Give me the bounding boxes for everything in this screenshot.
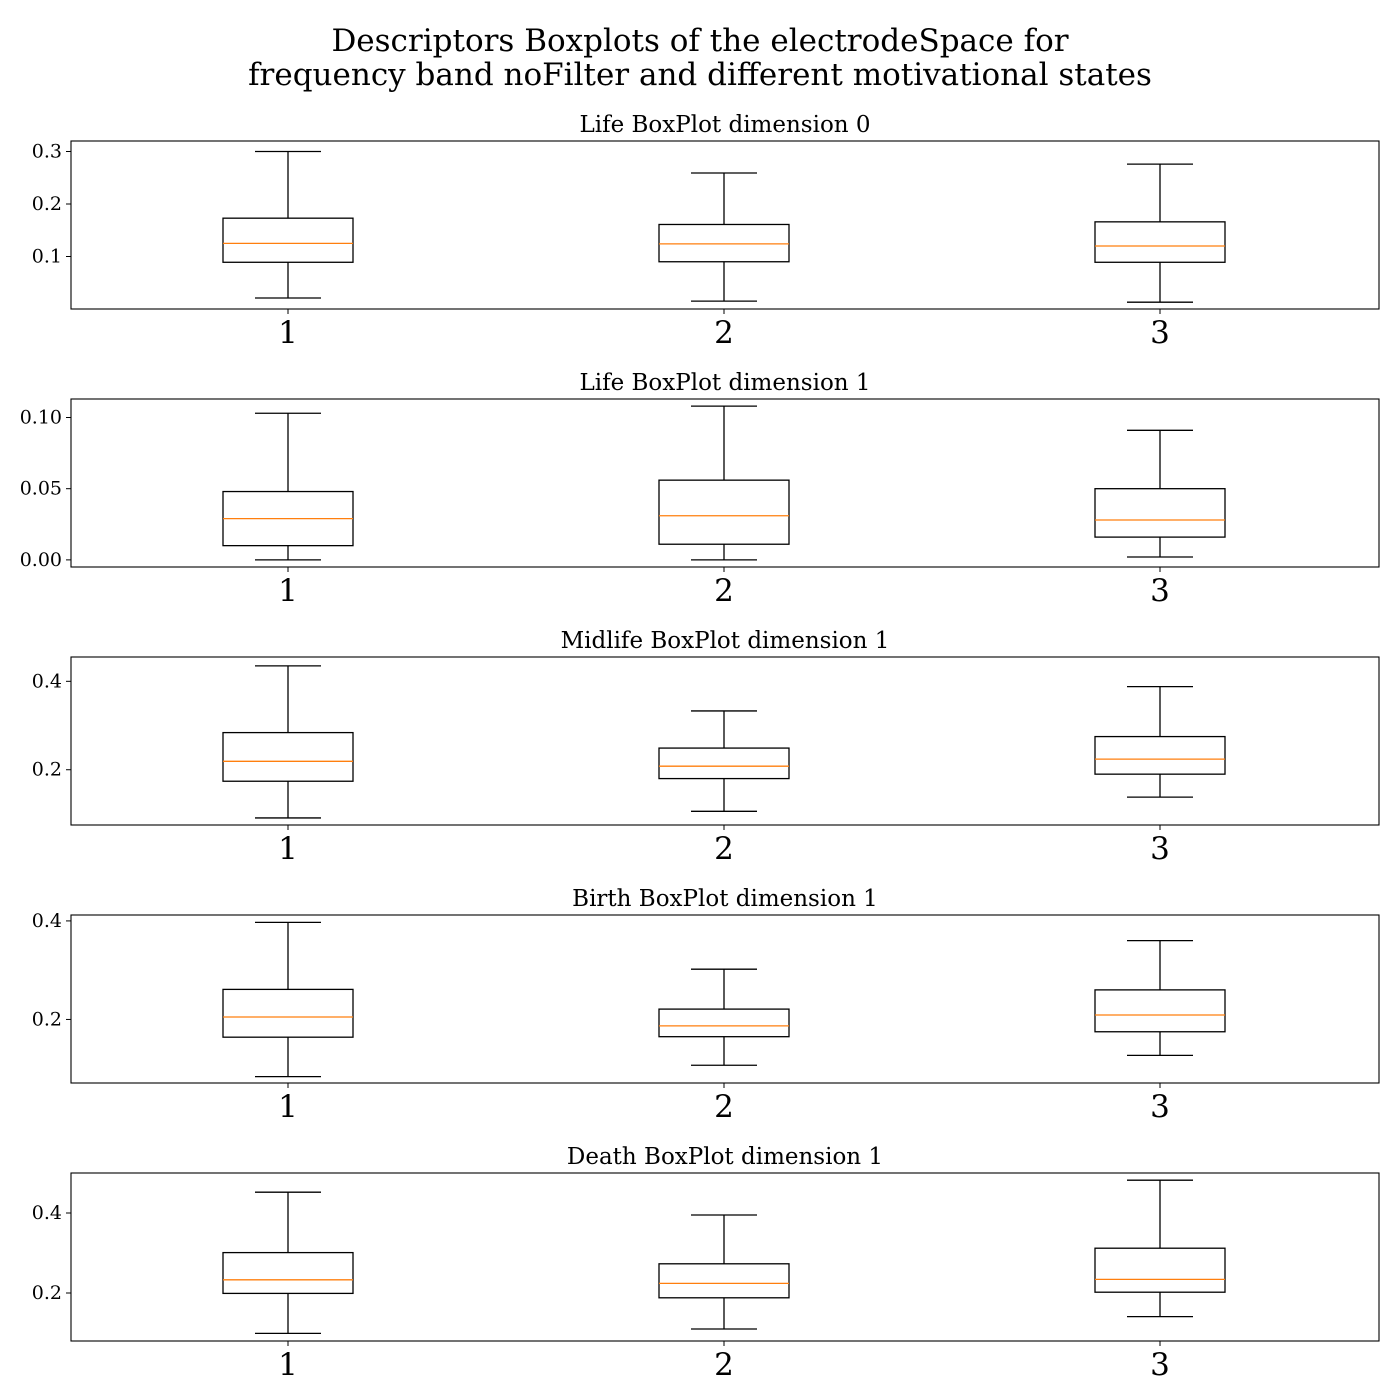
box-category-2 [658, 405, 790, 561]
subplot-title: Life BoxPlot dimension 1 [579, 370, 870, 396]
interquartile-box [1094, 1247, 1226, 1293]
box-category-1 [222, 150, 354, 299]
y-tick-label: 0.4 [32, 670, 62, 692]
interquartile-box [658, 747, 790, 780]
box-category-3 [1094, 163, 1226, 303]
x-tick-label: 2 [714, 315, 734, 351]
y-tick-label: 0.2 [32, 1008, 62, 1030]
box-category-2 [658, 1214, 790, 1330]
subplot-3: Midlife BoxPlot dimension 1 0.2 0.4 1 2 3 [32, 628, 1380, 867]
x-tick-label: 2 [714, 831, 734, 867]
x-tick-label: 1 [278, 1089, 298, 1125]
interquartile-box [658, 1008, 790, 1038]
x-tick-label: 1 [278, 573, 298, 609]
x-tick-label: 3 [1150, 573, 1170, 609]
interquartile-box [1094, 221, 1226, 263]
x-tick-label: 1 [278, 1347, 298, 1383]
y-tick-label: 0.4 [32, 1202, 62, 1224]
x-tick-label: 1 [278, 831, 298, 867]
subplot-4: Birth BoxPlot dimension 1 0.2 0.4 1 2 3 [32, 886, 1380, 1125]
axes-frame [70, 656, 1380, 826]
y-tick-label: 0.2 [32, 193, 62, 215]
y-tick-label: 0.4 [32, 910, 62, 932]
box-category-3 [1094, 685, 1226, 798]
y-tick-label: 0.1 [32, 246, 62, 268]
interquartile-box [222, 1251, 354, 1295]
box-category-3 [1094, 1179, 1226, 1318]
box-category-2 [658, 710, 790, 812]
y-tick-label: 0.00 [20, 549, 62, 571]
y-tick-label: 0.2 [32, 759, 62, 781]
subplot-title: Birth BoxPlot dimension 1 [572, 886, 878, 912]
axes-frame [70, 140, 1380, 310]
box-category-1 [222, 1191, 354, 1335]
x-tick-label: 1 [278, 315, 298, 351]
interquartile-box [222, 731, 354, 782]
subplot-title: Midlife BoxPlot dimension 1 [561, 628, 890, 654]
box-category-3 [1094, 429, 1226, 558]
subplot-title: Death BoxPlot dimension 1 [567, 1144, 883, 1170]
subplot-title: Life BoxPlot dimension 0 [579, 112, 870, 138]
x-tick-label: 3 [1150, 1347, 1170, 1383]
axes-frame [70, 1172, 1380, 1342]
interquartile-box [1094, 989, 1226, 1033]
interquartile-box [658, 223, 790, 263]
y-tick-label: 0.10 [20, 407, 62, 429]
subplot-2: Life BoxPlot dimension 1 0.00 0.05 0.10 1 2 3 [20, 370, 1380, 609]
x-tick-label: 3 [1150, 1089, 1170, 1125]
interquartile-box [1094, 488, 1226, 538]
y-tick-label: 0.3 [32, 141, 62, 163]
y-tick-label: 0.05 [20, 478, 62, 500]
interquartile-box [658, 1263, 790, 1299]
subplot-1: Life BoxPlot dimension 0 0.1 0.2 0.3 1 2 3 [32, 112, 1380, 351]
axes-frame [70, 398, 1380, 568]
interquartile-box [1094, 735, 1226, 775]
axes-frame [70, 914, 1380, 1084]
interquartile-box [658, 479, 790, 545]
interquartile-box [222, 217, 354, 263]
interquartile-box [222, 988, 354, 1038]
box-category-1 [222, 665, 354, 819]
subplot-5: Death BoxPlot dimension 1 0.2 0.4 1 2 3 [32, 1144, 1380, 1383]
figure-title-line-2: frequency band noFilter and different mo… [248, 57, 1152, 93]
y-tick-label: 0.2 [32, 1282, 62, 1304]
box-category-1 [222, 921, 354, 1078]
subplot-panels: Life BoxPlot dimension 00.10.20.31 2 3Life… [20, 112, 1380, 1383]
x-tick-label: 2 [714, 1089, 734, 1125]
box-category-2 [658, 172, 790, 302]
x-tick-label: 2 [714, 573, 734, 609]
figure-title-line-1: Descriptors Boxplots of the electrodeSpa… [331, 23, 1068, 59]
x-tick-label: 3 [1150, 315, 1170, 351]
box-category-1 [222, 412, 354, 561]
box-category-3 [1094, 939, 1226, 1057]
box-category-2 [658, 968, 790, 1066]
x-tick-label: 2 [714, 1347, 734, 1383]
x-tick-label: 3 [1150, 831, 1170, 867]
